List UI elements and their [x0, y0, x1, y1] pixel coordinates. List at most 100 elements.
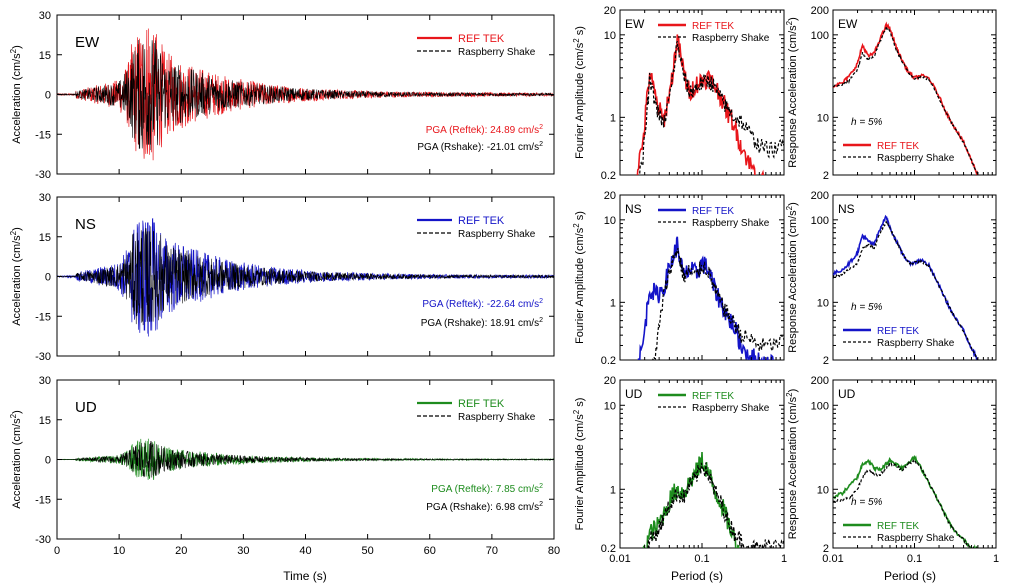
y-tick-label: 10: [817, 297, 829, 309]
y-tick-label: 30: [39, 375, 51, 387]
y-tick-label: -15: [35, 311, 51, 323]
legend-rshake-label: Raspberry Shake: [877, 533, 955, 544]
spectrum-curve: [833, 27, 979, 175]
y-tick-label: 1: [610, 112, 616, 124]
y-tick-label: -30: [35, 351, 51, 363]
component-label: EW: [625, 17, 645, 31]
fourier-x-label: Period (s): [671, 569, 723, 583]
pga-rshake-text: PGA (Rshake): 6.98 cm/s2: [426, 501, 543, 513]
x-tick-label: 60: [424, 545, 436, 557]
spectrum-curve: [636, 34, 765, 175]
x-tick-label: 70: [486, 545, 498, 557]
time-trace-path: [56, 29, 555, 161]
pga-ref-text: PGA (Reftek): 24.89 cm/s2: [426, 124, 543, 136]
legend-rshake-label: Raspberry Shake: [458, 47, 536, 58]
x-tick-label: 0.1: [907, 553, 922, 565]
y-tick-label: -30: [35, 169, 51, 181]
response-y-label: Response Acceleration (cm/s2): [785, 202, 799, 353]
component-label: NS: [75, 216, 96, 233]
x-tick-label: 50: [362, 545, 374, 557]
time-rshake-trace: [56, 226, 555, 326]
fourier-y-label: Fourier Amplitude (cm/s2 s): [572, 211, 586, 344]
y-tick-label: 1: [610, 297, 616, 309]
fourier-y-label: Fourier Amplitude (cm/s2 s): [572, 398, 586, 531]
x-tick-label: 0.1: [694, 553, 709, 565]
legend-rshake-label: Raspberry Shake: [692, 218, 770, 229]
y-tick-label: 1: [610, 484, 616, 496]
y-tick-label: 15: [39, 232, 51, 244]
x-tick-label: 1: [993, 553, 999, 565]
time-panel-ns: NS REF TEK Raspberry Shake PGA (Reftek):…: [56, 196, 555, 357]
y-tick-label: -30: [35, 534, 51, 546]
legend-rshake-label: Raspberry Shake: [692, 33, 770, 44]
spectrum-curve: [639, 40, 784, 175]
time-panel-ud: UD REF TEK Raspberry Shake PGA (Reftek):…: [56, 379, 555, 540]
time-trace-path: [56, 441, 555, 478]
response-x-label: Period (s): [884, 569, 936, 583]
time-y-label: Acceleration (cm/s2): [9, 410, 23, 509]
y-tick-label: 10: [604, 215, 616, 227]
legend-ref-label: REF TEK: [692, 21, 734, 32]
time-trace-path: [56, 39, 555, 149]
legend-rshake-label: Raspberry Shake: [692, 403, 770, 414]
y-tick-label: 30: [39, 192, 51, 204]
y-tick-label: 15: [39, 415, 51, 427]
legend-rshake-label: Raspberry Shake: [458, 229, 536, 240]
y-tick-label: 200: [811, 5, 829, 17]
pga-rshake-text: PGA (Rshake): 18.91 cm/s2: [421, 317, 543, 329]
time-axes: -30 -15 0 15 30 Acceleration (cm/s2) -30 -15 0 15…: [9, 10, 560, 557]
x-tick-label: 0.01: [822, 553, 843, 565]
time-x-label: Time (s): [283, 569, 327, 583]
component-label: NS: [838, 202, 855, 216]
y-tick-label: 2: [823, 355, 829, 367]
y-tick-label: 0.2: [601, 543, 616, 555]
damping-label: h = 5%: [851, 497, 883, 508]
time-ref-trace: [56, 28, 555, 161]
y-tick-label: 200: [811, 375, 829, 387]
y-tick-label: 0.2: [601, 355, 616, 367]
x-tick-label: 0: [54, 545, 60, 557]
spectrum-curve: [833, 220, 979, 360]
y-tick-label: 0: [45, 90, 51, 102]
damping-label: h = 5%: [851, 117, 883, 128]
y-tick-label: 20: [604, 5, 616, 17]
y-tick-label: 10: [817, 112, 829, 124]
legend-ref-label: REF TEK: [877, 326, 919, 337]
legend-ref-label: REF TEK: [458, 33, 505, 45]
x-tick-label: 30: [237, 545, 249, 557]
x-tick-label: 10: [113, 545, 125, 557]
spectrum-curve: [647, 462, 784, 548]
y-tick-label: 20: [604, 375, 616, 387]
time-y-label: Acceleration (cm/s2): [9, 45, 23, 144]
y-tick-label: 100: [811, 400, 829, 412]
y-tick-label: 10: [604, 400, 616, 412]
y-tick-label: 2: [823, 170, 829, 182]
y-tick-label: 100: [811, 215, 829, 227]
legend-ref-label: REF TEK: [877, 521, 919, 532]
y-tick-label: 10: [604, 30, 616, 42]
legend-ref-label: REF TEK: [692, 391, 734, 402]
y-tick-label: 10: [817, 484, 829, 496]
y-tick-label: 0: [45, 455, 51, 467]
damping-label: h = 5%: [851, 302, 883, 313]
legend-ref-label: REF TEK: [458, 398, 505, 410]
legend-ref-label: REF TEK: [877, 141, 919, 152]
component-label: EW: [838, 17, 858, 31]
y-tick-label: 30: [39, 10, 51, 22]
spectrum-curve: [833, 454, 979, 548]
legend-rshake-label: Raspberry Shake: [877, 338, 955, 349]
y-tick-label: -15: [35, 129, 51, 141]
legend-rshake-label: Raspberry Shake: [458, 412, 536, 423]
x-tick-label: 1: [781, 553, 787, 565]
y-tick-label: 0.2: [601, 170, 616, 182]
pga-ref-text: PGA (Reftek): 7.85 cm/s2: [431, 483, 543, 495]
y-tick-label: 100: [811, 30, 829, 42]
x-tick-label: 40: [299, 545, 311, 557]
